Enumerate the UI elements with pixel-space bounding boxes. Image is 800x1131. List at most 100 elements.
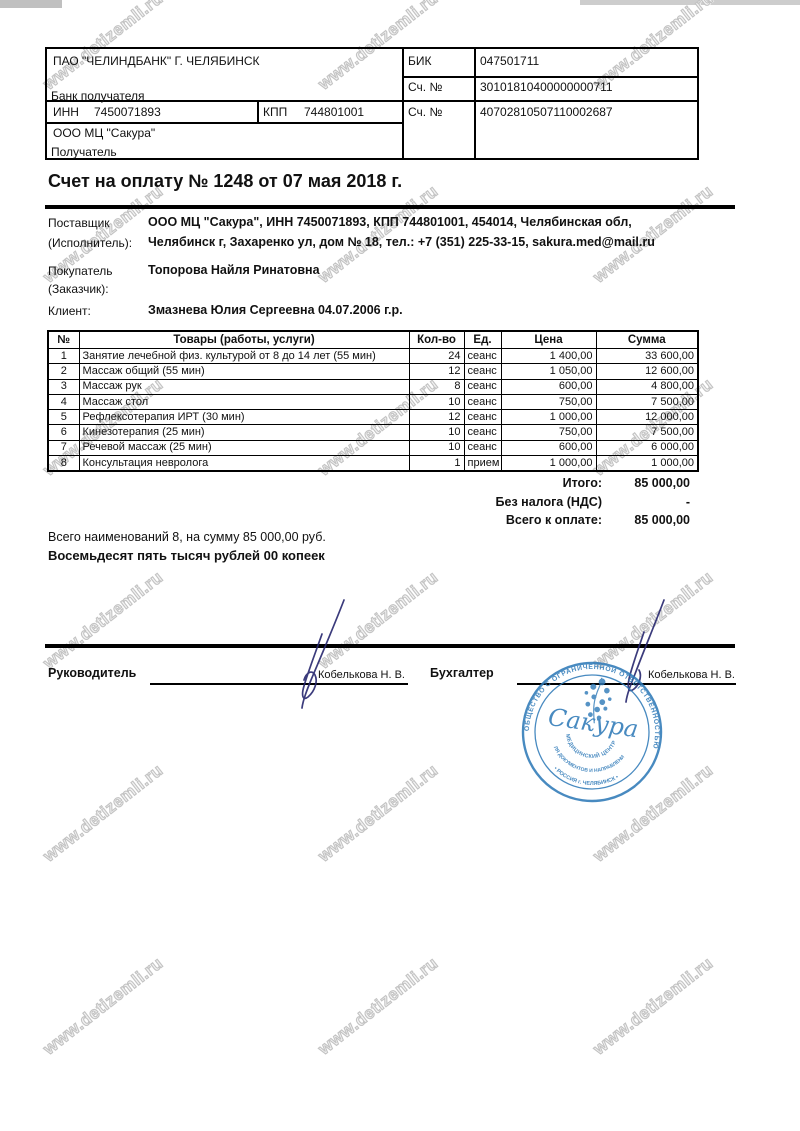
cell-price: 1 400,00 <box>500 347 597 365</box>
cell-price: 1 000,00 <box>500 409 597 426</box>
cell-unit: сеанс <box>463 378 502 395</box>
total-value: 85 000,00 <box>634 476 690 490</box>
stamp-center-name: Сакура <box>546 703 640 743</box>
cell-qty: 10 <box>408 439 465 457</box>
payee-name: ООО МЦ "Сакура" <box>53 126 156 140</box>
cell-price: 1 000,00 <box>500 455 597 472</box>
cell-name: Речевой массаж (25 мин) <box>78 439 410 457</box>
header-num: № <box>47 330 80 349</box>
company-stamp: ОБЩЕСТВО С ОГРАНИЧЕННОЙ ОТВЕТСТВЕННОСТЬЮ… <box>517 657 667 803</box>
table-row: 5 Рефлексотерапия ИРТ (30 мин) 12 сеанс … <box>47 409 699 426</box>
bank-requisites-table: ПАО "ЧЕЛИНДБАНК" Г. ЧЕЛЯБИНСК Банк получ… <box>45 47 699 160</box>
supplier-label-line1: Поставщик <box>48 216 110 230</box>
buyer-label-line2: (Заказчик): <box>48 282 109 296</box>
cell-qty: 10 <box>408 393 465 411</box>
cell-unit: сеанс <box>463 424 502 441</box>
table-row: 4 Массаж стол 10 сеанс 750,00 7 500,00 <box>47 393 699 411</box>
supplier-value-line2: Челябинск г, Захаренко ул, дом № 18, тел… <box>148 235 655 249</box>
cell-price: 750,00 <box>500 393 597 411</box>
director-signature-ink <box>301 599 345 709</box>
cell-qty: 1 <box>408 455 465 472</box>
cell-qty: 8 <box>408 378 465 395</box>
watermark-text: www.detizemli.ru <box>589 953 717 1059</box>
scan-artifact <box>580 0 800 5</box>
buyer-label-line1: Покупатель <box>48 264 113 278</box>
kpp-label: КПП <box>263 105 288 119</box>
supplier-label-line2: (Исполнитель): <box>48 236 133 250</box>
cell-sum: 12 000,00 <box>595 409 699 426</box>
header-price: Цена <box>500 330 597 349</box>
cell-sum: 12 600,00 <box>595 363 699 380</box>
client-label: Клиент: <box>48 304 91 318</box>
tax-label: Без налога (НДС) <box>495 494 602 509</box>
title-rule <box>45 205 735 209</box>
director-name: Кобелькова Н. В. <box>317 669 405 681</box>
sakura-tree-icon <box>584 677 612 724</box>
watermark-text: www.detizemli.ru <box>39 953 167 1059</box>
table-row: 3 Массаж рук 8 сеанс 600,00 4 800,00 <box>47 378 699 395</box>
header-unit: Ед. <box>463 330 502 349</box>
stamp-outer-ring <box>521 661 663 803</box>
bank-label: Банк получателя <box>51 89 145 103</box>
totals-block: Итого: 85 000,00 Без налога (НДС) - Всег… <box>300 476 690 532</box>
cell-price: 600,00 <box>500 439 597 457</box>
page-title: Счет на оплату № 1248 от 07 мая 2018 г. <box>48 171 403 191</box>
watermark-text: www.detizemli.ru <box>314 760 442 866</box>
kpp-value: 744801001 <box>304 105 365 119</box>
table-row: 8 Консультация невролога 1 прием 1 000,0… <box>47 455 699 472</box>
cell-name: Кинезотерапия (25 мин) <box>78 424 410 441</box>
header-qty: Кол-во <box>408 330 465 349</box>
director-label: Руководитель <box>48 666 137 680</box>
supplier-value-line1: ООО МЦ "Сакура", ИНН 7450071893, КПП 744… <box>148 215 632 229</box>
watermark-text: www.detizemli.ru <box>39 760 167 866</box>
cell-sum: 4 800,00 <box>595 378 699 395</box>
cell-sum: 7 500,00 <box>595 393 699 411</box>
cell-name: Массаж рук <box>78 378 410 395</box>
grand-total-label: Всего к оплате: <box>505 513 602 527</box>
cell-num: 2 <box>47 363 80 380</box>
cell-unit: сеанс <box>463 347 502 365</box>
cell-sum: 33 600,00 <box>595 347 699 365</box>
signature-rule <box>45 644 735 648</box>
cell-sum: 1 000,00 <box>595 455 699 472</box>
total-label: Итого: <box>562 476 602 490</box>
cell-name: Массаж стол <box>78 393 410 411</box>
account-label: Сч. № <box>408 105 443 119</box>
corr-account-label: Сч. № <box>408 80 443 94</box>
cell-name: Занятие лечебной физ. культурой от 8 до … <box>78 347 410 365</box>
table-row: 2 Массаж общий (55 мин) 12 сеанс 1 050,0… <box>47 363 699 380</box>
items-header-row: № Товары (работы, услуги) Кол-во Ед. Цен… <box>47 330 699 349</box>
client-value: Змазнева Юлия Сергеевна 04.07.2006 г.р. <box>148 303 403 317</box>
cell-unit: сеанс <box>463 409 502 426</box>
buyer-value: Топорова Найля Ринатовна <box>148 263 320 277</box>
table-row: 7 Речевой массаж (25 мин) 10 сеанс 600,0… <box>47 439 699 457</box>
inn-value: 7450071893 <box>94 105 161 119</box>
cell-price: 600,00 <box>500 378 597 395</box>
cell-num: 5 <box>47 409 80 426</box>
cell-unit: сеанс <box>463 393 502 411</box>
cell-qty: 10 <box>408 424 465 441</box>
account-value: 40702810507110002687 <box>480 105 613 119</box>
bik-value: 047501711 <box>480 54 540 68</box>
grand-total-value: 85 000,00 <box>634 513 690 527</box>
cell-name: Рефлексотерапия ИРТ (30 мин) <box>78 409 410 426</box>
cell-sum: 7 500,00 <box>595 424 699 441</box>
cell-num: 7 <box>47 439 80 457</box>
cell-num: 8 <box>47 455 80 472</box>
cell-name: Массаж общий (55 мин) <box>78 363 410 380</box>
payee-label: Получатель <box>51 145 117 159</box>
cell-unit: сеанс <box>463 439 502 457</box>
table-row: 1 Занятие лечебной физ. культурой от 8 д… <box>47 347 699 365</box>
header-name: Товары (работы, услуги) <box>78 330 410 349</box>
items-table: № Товары (работы, услуги) Кол-во Ед. Цен… <box>47 330 699 473</box>
cell-unit: прием <box>463 455 502 472</box>
cell-sum: 6 000,00 <box>595 439 699 457</box>
accountant-signature-ink <box>625 599 665 703</box>
cell-num: 6 <box>47 424 80 441</box>
table-row: 6 Кинезотерапия (25 мин) 10 сеанс 750,00… <box>47 424 699 441</box>
director-signature-line <box>150 683 408 685</box>
cell-qty: 12 <box>408 409 465 426</box>
cell-price: 750,00 <box>500 424 597 441</box>
cell-qty: 24 <box>408 347 465 365</box>
accountant-label: Бухгалтер <box>430 666 494 680</box>
